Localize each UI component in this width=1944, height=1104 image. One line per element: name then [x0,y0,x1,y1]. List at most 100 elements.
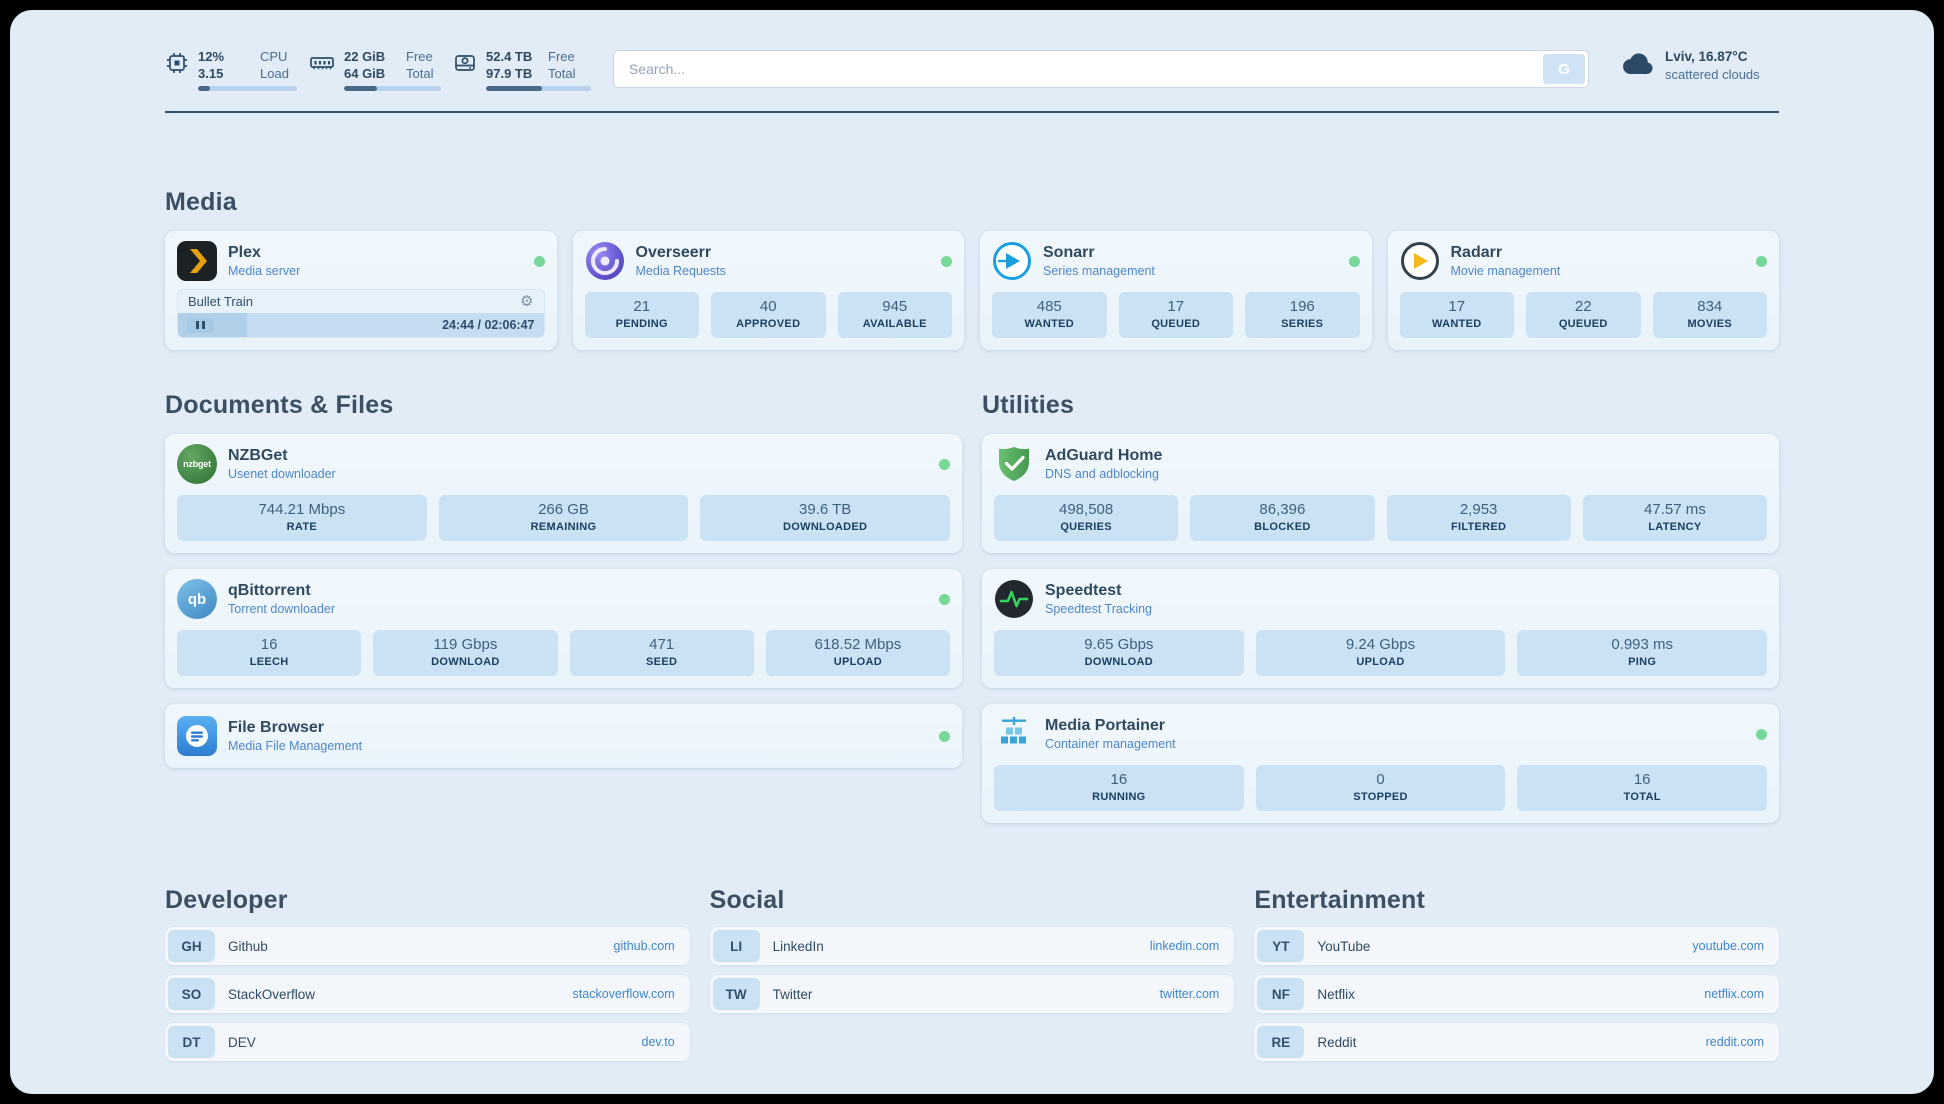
service-card-portainer[interactable]: Media Portainer Container management 16 … [982,704,1779,823]
disk-widget: 52.4 TB Free 97.9 TB Total [453,48,591,91]
weather-location: Lviv, 16.87°C [1665,49,1748,64]
bookmark-group-social: Social LI LinkedIn linkedin.com TW Twitt… [709,885,1235,1013]
stat-download: 119 Gbps DOWNLOAD [373,630,558,676]
bookmark-github[interactable]: GH Github github.com [165,927,690,965]
bookmark-url: netflix.com [1704,987,1764,1001]
bookmark-abbr: NF [1257,978,1305,1010]
stat-ping: 0.993 ms PING [1517,630,1768,676]
section-title-documents: Documents & Files [165,391,394,419]
bookmark-abbr: SO [168,978,215,1010]
bookmark-abbr: DT [168,1026,215,1058]
app-name: File Browser [228,718,325,736]
section-media: Media Plex Media server [165,187,1779,350]
disk-total-value: 97.9 TB [486,66,533,81]
pause-button[interactable] [187,317,214,333]
service-card-speedtest[interactable]: Speedtest Speedtest Tracking 9.65 Gbps D… [982,569,1779,688]
disk-usage-bar-fill [486,86,542,91]
service-card-plex[interactable]: Plex Media server Bullet Train ⚙ [165,231,557,350]
stat-queued: 17 QUEUED [1118,292,1233,338]
stat-leech: 16 LEECH [177,630,362,676]
app-name: Overseerr [635,243,712,261]
bookmark-netflix[interactable]: NF Netflix netflix.com [1254,975,1779,1013]
bookmark-name: Github [228,938,268,954]
stat-wanted: 17 WANTED [1399,292,1514,338]
stat-movies: 834 MOVIES [1652,292,1767,338]
bookmark-url: youtube.com [1692,939,1764,953]
bookmark-url: twitter.com [1159,987,1220,1001]
weather-widget[interactable]: Lviv, 16.87°C scattered clouds [1621,48,1779,83]
app-name: NZBGet [228,446,288,464]
search-provider-button[interactable]: G [1543,54,1585,84]
app-subtitle: Usenet downloader [228,466,336,481]
plex-logo-icon [177,241,217,281]
app-name: Speedtest [1045,581,1122,599]
portainer-logo-icon [994,714,1034,754]
service-card-overseerr[interactable]: Overseerr Media Requests 21 PENDING 40 A… [572,231,964,350]
bookmark-group-entertainment: Entertainment YT YouTube youtube.com NF … [1254,885,1779,1061]
status-online-dot [1348,255,1360,267]
bookmark-youtube[interactable]: YT YouTube youtube.com [1254,927,1779,965]
stat-filtered: 2,953 FILTERED [1386,495,1571,541]
search-input[interactable] [617,61,1543,77]
now-playing-title: Bullet Train [188,294,254,309]
memory-widget: 22 GiB Free 64 GiB Total [309,48,441,91]
bookmark-url: github.com [613,939,675,953]
bookmark-url: reddit.com [1705,1035,1764,1049]
stat-blocked: 86,396 BLOCKED [1190,495,1375,541]
topbar-divider [165,111,1779,113]
stat-queued: 22 QUEUED [1526,292,1641,338]
stat-upload: 618.52 Mbps UPLOAD [765,630,950,676]
status-online-dot [1756,728,1767,740]
app-name: Plex [228,243,261,261]
adguard-logo-icon [994,444,1034,484]
app-subtitle: Media server [228,263,301,278]
disk-usage-bar [486,86,591,91]
filebrowser-logo-icon [177,716,217,756]
weather-condition: scattered clouds [1665,67,1760,82]
bookmark-abbr: TW [712,978,760,1010]
stat-pending: 21 PENDING [584,292,699,338]
stat-approved: 40 APPROVED [711,292,826,338]
bookmark-url: stackoverflow.com [572,987,675,1001]
bookmark-stackoverflow[interactable]: SO StackOverflow stackoverflow.com [165,975,690,1013]
plex-now-playing-widget: Bullet Train ⚙ 24:44 / 02:06:47 [177,289,545,338]
section-title-social: Social [709,886,785,914]
stat-downloaded: 39.6 TB DOWNLOADED [700,495,951,541]
section-title-entertainment: Entertainment [1254,886,1426,914]
bookmark-url: dev.to [641,1035,675,1049]
stat-queries: 498,508 QUERIES [994,495,1179,541]
gear-icon[interactable]: ⚙ [520,293,534,310]
status-online-dot [1756,255,1767,267]
memory-free-value: 22 GiB [344,49,386,64]
bookmark-name: Netflix [1317,986,1355,1002]
app-subtitle: Media File Management [228,738,363,753]
bookmark-reddit[interactable]: RE Reddit reddit.com [1254,1023,1779,1061]
bookmark-dev[interactable]: DT DEV dev.to [165,1023,690,1061]
section-title-media: Media [165,188,237,216]
service-card-sonarr[interactable]: Sonarr Series management 485 WANTED 17 Q… [980,231,1372,350]
cpu-load-value: 3.15 [198,66,224,81]
bookmark-twitter[interactable]: TW Twitter twitter.com [709,975,1235,1013]
app-name: qBittorrent [228,581,311,599]
bookmark-group-developer: Developer GH Github github.com SO StackO… [165,885,690,1061]
bookmark-abbr: LI [712,930,760,962]
bookmark-linkedin[interactable]: LI LinkedIn linkedin.com [709,927,1235,965]
cpu-usage-bar [198,86,297,91]
section-title-developer: Developer [165,886,288,914]
service-card-adguard[interactable]: AdGuard Home DNS and adblocking 498,508 … [982,434,1779,553]
topbar: 12% CPU 3.15 Load [165,48,1779,91]
app-name: Radarr [1450,243,1503,261]
section-title-utilities: Utilities [982,391,1075,419]
service-card-nzbget[interactable]: nzbget NZBGet Usenet downloader 744.21 M… [165,434,962,553]
status-online-dot [533,255,545,267]
cpu-widget: 12% CPU 3.15 Load [165,48,297,91]
app-subtitle: Series management [1043,263,1155,278]
app-subtitle: Media Requests [635,263,726,278]
stat-upload: 9.24 Gbps UPLOAD [1255,630,1506,676]
bookmark-name: YouTube [1317,938,1371,954]
stat-available: 945 AVAILABLE [837,292,952,338]
service-card-qbittorrent[interactable]: qb qBittorrent Torrent downloader 16 LEE… [165,569,962,688]
service-card-radarr[interactable]: Radarr Movie management 17 WANTED 22 QUE… [1387,231,1779,350]
service-card-filebrowser[interactable]: File Browser Media File Management [165,704,962,768]
stat-stopped: 0 STOPPED [1255,765,1506,811]
